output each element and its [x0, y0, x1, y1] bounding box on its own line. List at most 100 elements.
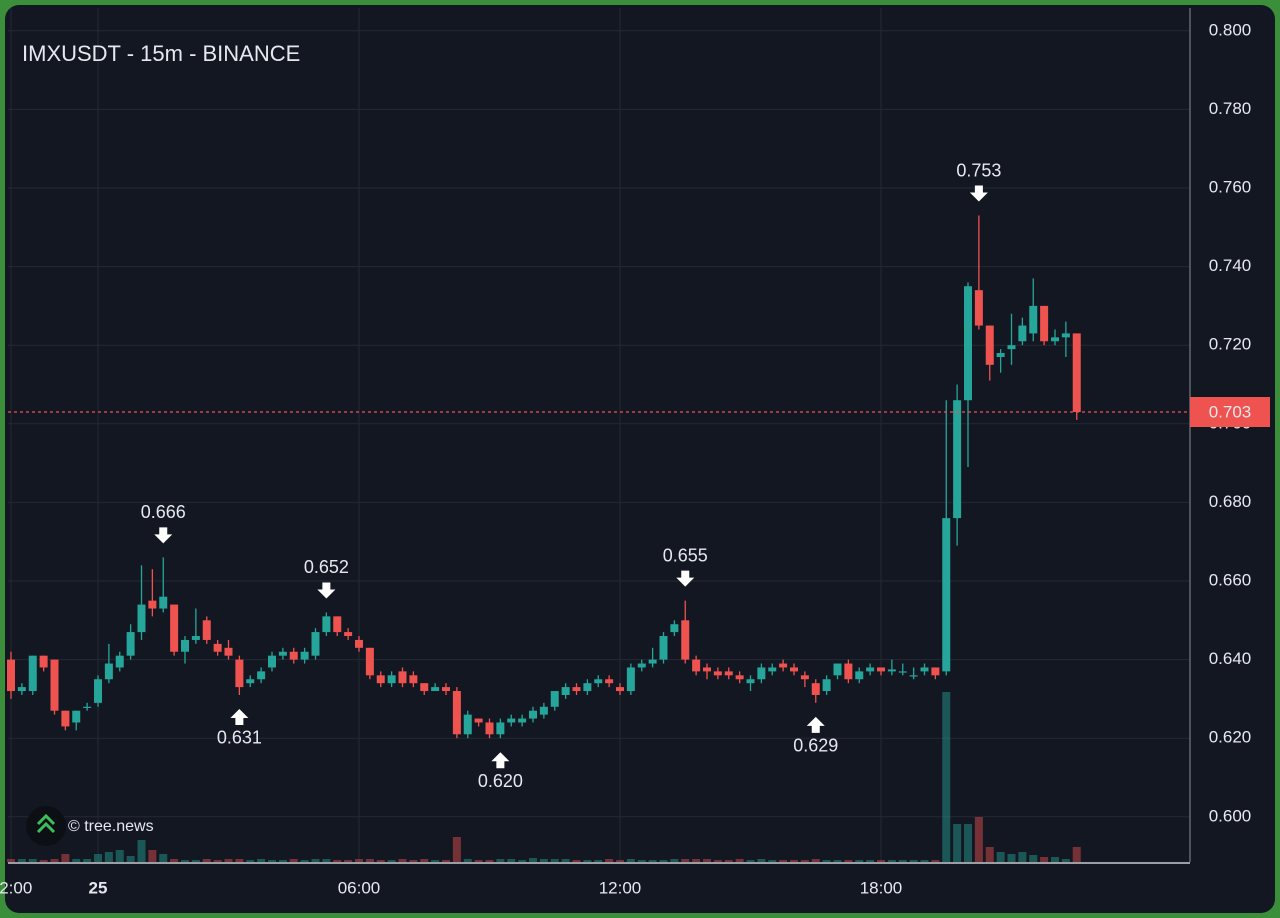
volume-bar — [202, 859, 211, 862]
volume-bar — [181, 860, 189, 862]
candle-body — [1018, 325, 1027, 342]
volume-bar — [811, 859, 820, 862]
candle-body — [235, 659, 244, 688]
volume-bar — [115, 850, 124, 862]
x-tick-label: 22:00 — [0, 878, 32, 897]
volume-bar — [463, 859, 472, 862]
high-label: 0.753 — [956, 160, 1001, 180]
logo-icon — [36, 813, 56, 834]
candle-body — [866, 667, 875, 672]
high-arrow — [969, 185, 988, 202]
volume-bar — [104, 852, 113, 862]
volume-bar — [572, 860, 581, 862]
volume-bar — [953, 824, 962, 862]
volume-bar — [355, 859, 363, 862]
candle-body — [735, 675, 744, 680]
candle-body — [561, 687, 570, 695]
volume-bar — [637, 860, 646, 862]
candle-body — [942, 518, 951, 672]
volume-bar — [790, 860, 798, 862]
low-label: 0.631 — [217, 728, 262, 748]
volume-bar — [735, 859, 744, 862]
high-arrow — [317, 582, 336, 599]
candle-body — [7, 659, 15, 692]
low-label: 0.629 — [793, 736, 838, 756]
volume-bar — [626, 859, 635, 862]
volume-bar — [659, 860, 668, 862]
volume-bar — [855, 860, 864, 862]
volume-bar — [757, 859, 766, 862]
candle-body — [768, 667, 777, 672]
volume-bar — [148, 850, 157, 862]
candle-body — [463, 714, 472, 735]
candle-body — [833, 663, 842, 676]
volume-bar — [431, 860, 440, 862]
candle-body — [376, 675, 385, 684]
volume-bar — [83, 859, 92, 862]
candle-body — [692, 659, 701, 672]
low-label: 0.620 — [478, 771, 523, 791]
candle-body — [670, 624, 679, 633]
volume-bar — [420, 859, 429, 862]
candle-body — [300, 651, 309, 660]
volume-bar — [898, 860, 907, 862]
volume-bar — [311, 859, 320, 862]
axes: 0.6000.6200.6400.6600.6800.7000.7200.740… — [0, 20, 1251, 897]
candle-body — [529, 710, 537, 719]
candle-body — [659, 636, 668, 660]
volume-bar — [746, 860, 755, 862]
high-label: 0.655 — [663, 545, 708, 565]
candle-body — [713, 671, 722, 676]
volume-bar — [974, 817, 983, 862]
candle-body — [420, 683, 429, 692]
candle-body — [39, 655, 48, 668]
volume-bar — [170, 859, 179, 862]
volume-bar — [191, 860, 200, 862]
volume-bar — [1007, 854, 1016, 862]
y-tick-label: 0.760 — [1209, 177, 1252, 196]
volume-bar — [539, 859, 548, 862]
volume-bar — [17, 859, 26, 862]
volume-bar — [985, 847, 994, 862]
high-label: 0.652 — [304, 557, 349, 577]
candle-body — [877, 667, 885, 672]
y-tick-label: 0.780 — [1209, 99, 1252, 118]
candle-body — [311, 632, 320, 656]
x-tick-label: 25 — [89, 878, 108, 897]
volume-bar — [866, 860, 875, 862]
candle-body — [246, 679, 255, 684]
candle-body — [920, 667, 929, 672]
candle-body — [996, 353, 1005, 357]
low-arrow — [806, 716, 825, 733]
volume-bar — [257, 859, 266, 862]
candle-body — [452, 691, 461, 735]
volume-bar — [942, 692, 951, 862]
candle-body — [1029, 305, 1038, 334]
volume-bar — [72, 859, 81, 862]
low-arrow — [491, 752, 510, 769]
volume-bar — [159, 854, 168, 862]
volume-bar — [550, 859, 559, 862]
candle-body — [213, 643, 222, 652]
last-price-box — [1190, 397, 1270, 428]
volume-bar — [561, 859, 570, 862]
candle-body — [887, 669, 896, 672]
candle-body — [170, 604, 179, 652]
candle-body — [126, 632, 135, 656]
volume-bar — [409, 860, 418, 862]
volume-bar — [442, 860, 450, 862]
watermark: © tree.news — [68, 818, 154, 835]
volume-bar — [920, 860, 929, 862]
candle-body — [909, 675, 918, 677]
candle-body — [811, 683, 820, 695]
candle-body — [398, 671, 407, 684]
high-arrow — [154, 527, 173, 544]
volume-bar — [452, 837, 461, 862]
volume-bar — [703, 859, 711, 862]
candle-body — [616, 687, 624, 692]
candle-body — [594, 679, 603, 684]
volume-bar — [681, 859, 690, 862]
volume-bar — [322, 859, 331, 862]
volume-bar — [137, 840, 146, 862]
volume-bar — [768, 860, 777, 862]
